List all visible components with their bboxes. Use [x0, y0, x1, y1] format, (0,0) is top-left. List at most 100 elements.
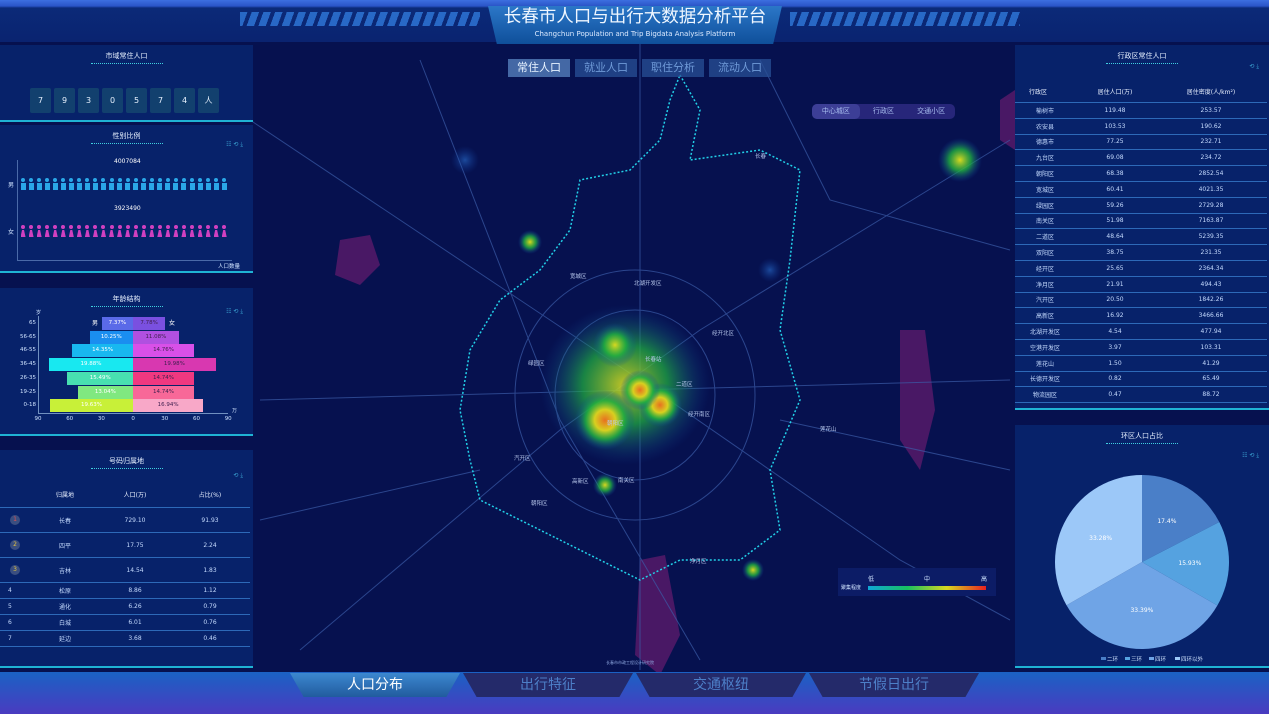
- age-pyramid-chart: 65 7.37% 7.78% 56-65 10.25% 11.08% 46-55 14.35%…: [0, 288, 253, 436]
- panel-title: 号码归属地: [0, 456, 253, 469]
- map-label: 高新区: [572, 479, 589, 485]
- nav-travel[interactable]: 出行特征: [463, 673, 633, 697]
- table-row[interactable]: 北湖开发区 4.54 477.94: [1015, 324, 1267, 340]
- table-row[interactable]: 物流园区 0.47 88.72: [1015, 387, 1267, 404]
- table-row[interactable]: 2 四平 17.75 2.24: [0, 533, 250, 558]
- digit: 4: [174, 88, 195, 113]
- panel-tools[interactable]: ☷ ⟲ ⤓: [226, 308, 243, 315]
- female-icon: [75, 225, 83, 237]
- table-row[interactable]: 南关区 51.98 7163.87: [1015, 214, 1267, 230]
- pie-slice[interactable]: [1055, 475, 1142, 606]
- district-name: 宽城区: [1035, 186, 1054, 194]
- table-row[interactable]: 九台区 69.08 234.72: [1015, 150, 1267, 167]
- female-label: 女: [8, 229, 15, 236]
- segment-central[interactable]: 中心城区: [812, 104, 860, 119]
- female-icons: [19, 225, 228, 237]
- table-row[interactable]: 绿园区 59.26 2729.28: [1015, 198, 1267, 214]
- female-label: 女: [169, 320, 176, 327]
- nav-holiday[interactable]: 节假日出行: [809, 673, 979, 697]
- tab-resident[interactable]: 常住人口: [508, 59, 570, 77]
- column-header[interactable]: 归属地: [55, 492, 74, 499]
- table-cell: 3.97: [1108, 343, 1122, 351]
- table-row[interactable]: 双阳区 38.75 231.35: [1015, 245, 1267, 261]
- female-bar[interactable]: 16.94%: [133, 399, 204, 413]
- table-row[interactable]: 净月区 21.91 494.43: [1015, 277, 1267, 293]
- table-cell: 25.65: [1106, 264, 1124, 272]
- male-bar[interactable]: 10.25%: [89, 330, 133, 344]
- table-cell: 48.64: [1106, 233, 1124, 241]
- legend-item[interactable]: 四环: [1155, 656, 1167, 663]
- table-row[interactable]: 1 长春 729.10 91.93: [0, 508, 250, 533]
- male-icon: [204, 178, 212, 190]
- legend-item[interactable]: 四环以外: [1181, 655, 1204, 663]
- female-bar[interactable]: 14.74%: [133, 371, 195, 385]
- panel-tools[interactable]: ☷ ⟲ ⤓: [1242, 452, 1259, 459]
- female-bar[interactable]: 14.74%: [133, 385, 195, 399]
- table-row[interactable]: 7 延边 3.68 0.46: [0, 631, 250, 647]
- table-row[interactable]: 农安县 103.53 190.62: [1015, 119, 1267, 135]
- column-header[interactable]: 居住密度(人/km²): [1186, 89, 1236, 96]
- table-row[interactable]: 3 吉林 14.54 1.83: [0, 558, 250, 583]
- panel-tools[interactable]: ☷ ⟲ ⤓: [226, 141, 243, 148]
- column-header[interactable]: 行政区: [1029, 89, 1048, 96]
- segment-traffic-zone[interactable]: 交通小区: [917, 107, 946, 115]
- tab-floating[interactable]: 流动人口: [709, 59, 771, 77]
- female-bar[interactable]: 11.08%: [133, 330, 179, 344]
- female-bar[interactable]: 7.78%: [133, 317, 166, 330]
- table-row[interactable]: 莲花山 1.50 41.29: [1015, 356, 1267, 372]
- table-row[interactable]: 宽城区 60.41 4021.35: [1015, 182, 1267, 198]
- panel-tools[interactable]: ⟲ ⤓: [1249, 63, 1259, 70]
- district-name: 农安县: [1035, 123, 1054, 131]
- female-icon: [99, 225, 107, 237]
- table-row[interactable]: 空港开发区 3.97 103.31: [1015, 340, 1267, 356]
- panel-title: 性别比例: [0, 131, 253, 144]
- legend-item[interactable]: 二环: [1107, 656, 1119, 663]
- pie-slice[interactable]: [1066, 562, 1218, 649]
- panel-tools[interactable]: ⟲ ⤓: [233, 472, 243, 479]
- legend-item[interactable]: 三环: [1131, 656, 1143, 663]
- tab-job-housing[interactable]: 职住分析: [642, 59, 704, 77]
- female-bar[interactable]: 14.76%: [133, 344, 195, 358]
- male-bar[interactable]: 14.35%: [72, 344, 133, 358]
- table-row[interactable]: 二道区 48.64 5239.35: [1015, 229, 1267, 246]
- table-row[interactable]: 5 通化 6.26 0.79: [0, 599, 250, 615]
- pie-slice[interactable]: [1142, 475, 1220, 562]
- x-tick: 90: [34, 416, 42, 422]
- table-cell: 16.92: [1106, 312, 1124, 320]
- table-row[interactable]: 德惠市 77.25 232.71: [1015, 135, 1267, 151]
- map-tabs: 常住人口 就业人口 职住分析 流动人口: [508, 59, 771, 77]
- male-bar[interactable]: 19.88%: [48, 358, 133, 372]
- female-icon: [108, 225, 116, 237]
- tab-employment[interactable]: 就业人口: [575, 59, 637, 77]
- table-row[interactable]: 高新区 16.92 3466.66: [1015, 308, 1267, 325]
- nav-population[interactable]: 人口分布: [290, 673, 460, 697]
- table-row[interactable]: 朝阳区 68.38 2852.54: [1015, 166, 1267, 182]
- male-bar[interactable]: 15.49%: [67, 371, 133, 385]
- male-bar[interactable]: 19.63%: [49, 399, 133, 413]
- table-row[interactable]: 榆树市 119.48 253.57: [1015, 103, 1267, 119]
- column-header[interactable]: 居住人口(万): [1097, 89, 1133, 96]
- x-axis: [17, 260, 232, 261]
- table-cell: 2729.28: [1198, 201, 1224, 209]
- column-header[interactable]: 占比(%): [198, 492, 222, 499]
- table-row[interactable]: 长德开发区 0.82 65.49: [1015, 372, 1267, 388]
- male-bar[interactable]: 7.37%: [101, 317, 133, 330]
- table-row[interactable]: 汽开区 20.50 1842.26: [1015, 293, 1267, 309]
- female-bar[interactable]: 19.98%: [133, 358, 216, 372]
- pie-slice[interactable]: [1142, 522, 1229, 606]
- slice-label: 17.4%: [1157, 518, 1176, 525]
- table-cell: 41.29: [1202, 359, 1220, 367]
- panel-title: 行政区常住人口: [1015, 51, 1269, 64]
- table-cell: 3466.66: [1198, 312, 1224, 320]
- table-row[interactable]: 6 白城 6.01 0.76: [0, 615, 250, 631]
- table-cell: 延边: [58, 636, 71, 643]
- district-name: 北湖开发区: [1029, 329, 1060, 337]
- x-tick: 0: [131, 416, 135, 422]
- nav-hub[interactable]: 交通枢纽: [636, 673, 806, 697]
- male-bar[interactable]: 13.04%: [77, 385, 133, 399]
- table-row[interactable]: 经开区 25.65 2364.34: [1015, 261, 1267, 277]
- column-header[interactable]: 人口(万): [123, 492, 147, 499]
- table-row[interactable]: 4 松原 8.86 1.12: [0, 583, 250, 599]
- segment-admin[interactable]: 行政区: [873, 107, 894, 115]
